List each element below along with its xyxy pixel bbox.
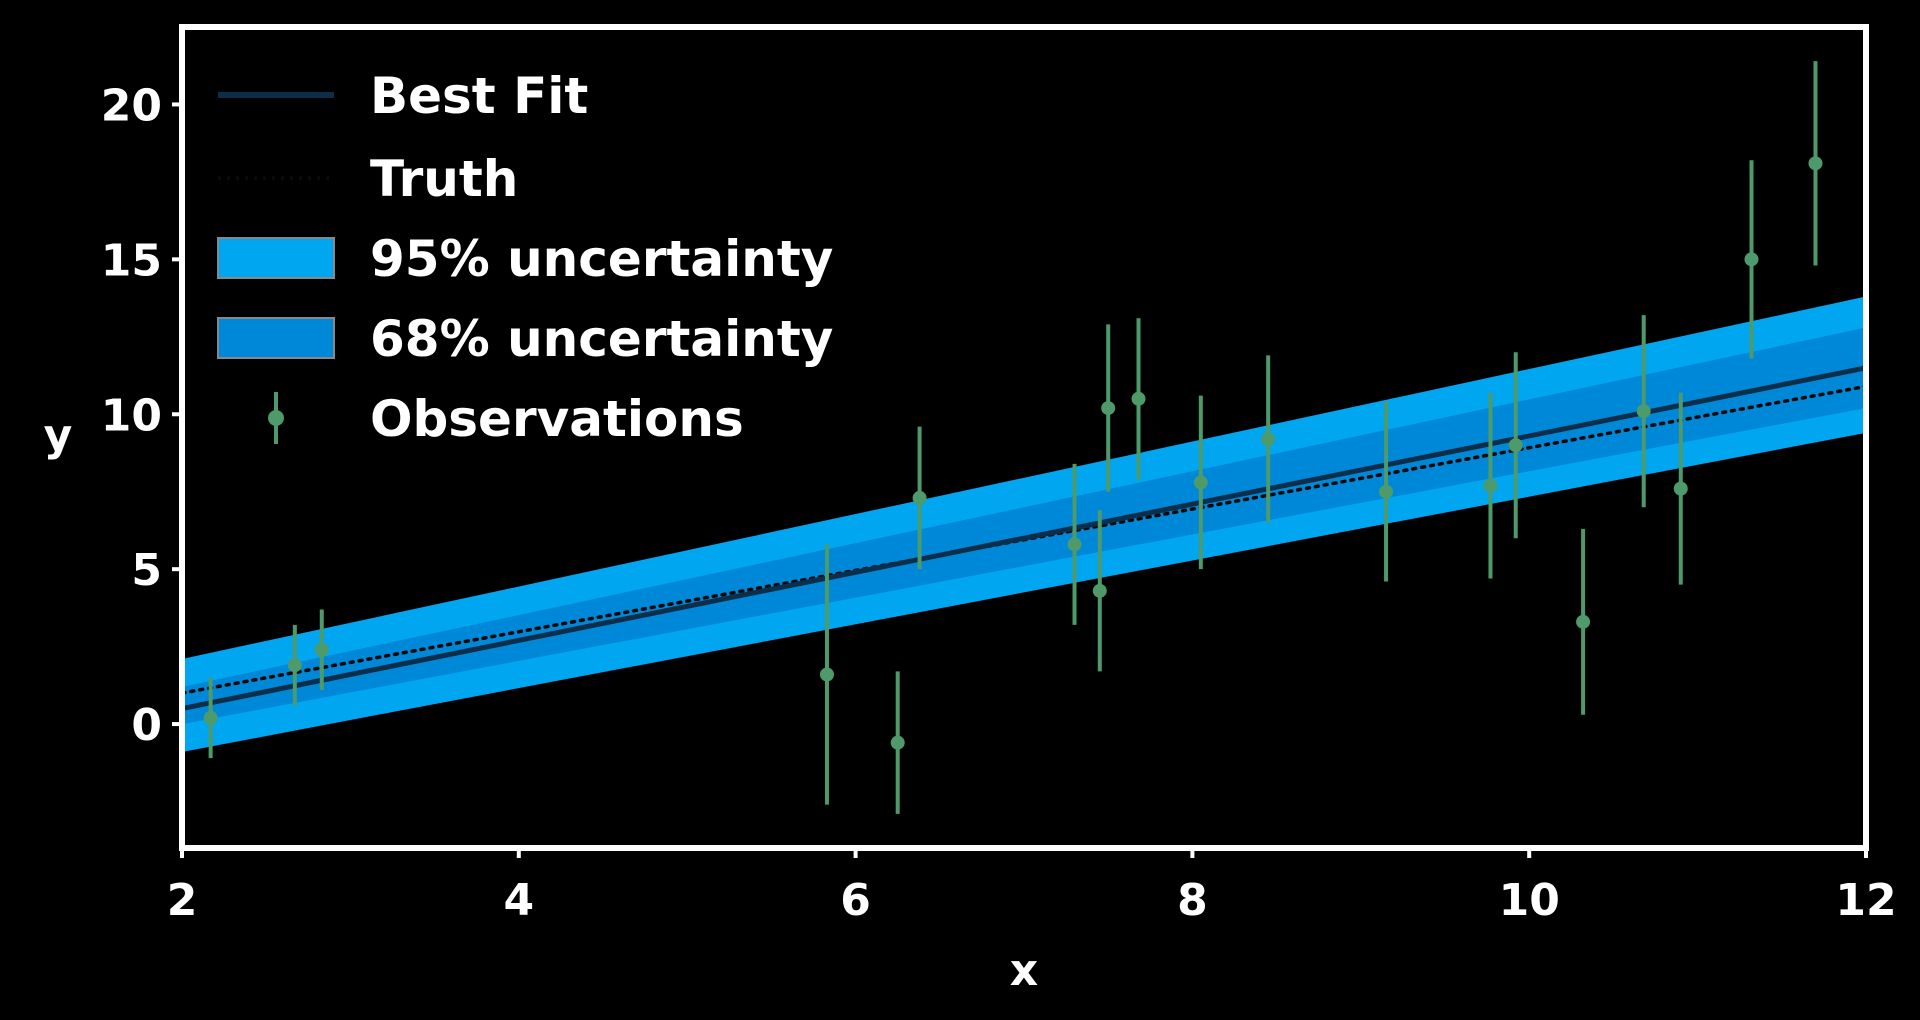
observation-point [1379,401,1394,582]
observation-point [1067,463,1082,625]
x-tick-label: 8 [1177,875,1208,926]
legend-label: Observations [370,390,744,448]
legend-swatch-band-95 [217,237,335,279]
x-tick-label: 4 [503,875,534,926]
legend-label: Truth [370,150,518,208]
observation-point [1101,324,1116,492]
y-tick-label: 5 [131,545,162,596]
observation-point [1261,355,1276,523]
legend-item: 68% uncertainty [217,310,833,368]
y-tick-label: 20 [101,80,162,131]
legend-label: Best Fit [370,67,588,125]
legend-swatch-band-68 [217,317,335,359]
plot-frame [179,24,1869,851]
observation-point [1092,510,1107,672]
x-tick-label: 2 [167,875,198,926]
observation-marker [1261,432,1276,447]
observation-point [1483,392,1498,579]
legend-item: 95% uncertainty [217,230,833,288]
legend-item: Truth [218,150,518,208]
observation-point [1508,352,1523,539]
y-tick-label: 15 [101,235,162,286]
fit-lines [180,365,1868,712]
observation-marker [1067,537,1082,552]
observation-point [203,677,218,759]
observation-marker [890,735,905,750]
observation-marker [1101,401,1116,416]
x-tick-label: 12 [1835,875,1896,926]
observation-point [314,609,329,690]
observation-point [1636,315,1651,508]
observation-point [1193,395,1208,570]
observation-marker [1508,438,1523,453]
observation-marker [1576,614,1591,629]
y-axis-label: y [44,410,73,461]
observation-point [1131,318,1146,480]
observation-marker [819,667,834,682]
x-tick-label: 6 [840,875,871,926]
observation-marker [1092,583,1107,598]
y-tick-label: 0 [131,700,162,751]
x-axis-ticks: 2 4 6 8 10 12 [167,848,1897,926]
legend-item: Best Fit [218,67,588,125]
y-tick-label: 10 [101,390,162,441]
observation-point [1744,160,1759,359]
legend-swatch-marker [268,410,284,426]
legend: Best Fit Truth 95% uncertainty 68% uncertai… [217,67,833,448]
observation-marker [203,710,218,725]
legend-label: 95% uncertainty [370,230,833,288]
observation-marker [314,642,329,657]
y-axis-ticks: 0 5 10 15 20 [101,80,182,751]
observation-point [1673,392,1688,585]
observation-marker [1744,252,1759,267]
observation-marker [1673,481,1688,496]
observation-point [1576,528,1591,715]
legend-label: 68% uncertainty [370,310,833,368]
legend-item: Observations [268,390,744,448]
observation-marker [1808,156,1823,171]
observation-marker [912,490,927,505]
observation-marker [1193,475,1208,490]
observation-marker [1379,484,1394,499]
x-axis-label: x [1010,945,1038,996]
best-fit-line [181,365,1867,712]
observation-point [1808,61,1823,266]
observation-marker [287,658,302,673]
observation-point [890,671,905,814]
observation-marker [1131,391,1146,406]
observation-point [287,624,302,706]
x-tick-label: 10 [1499,875,1560,926]
observation-point [912,426,927,570]
observations-layer [203,61,1823,814]
observation-marker [1636,404,1651,419]
observation-marker [1483,478,1498,493]
observation-point [819,544,834,805]
